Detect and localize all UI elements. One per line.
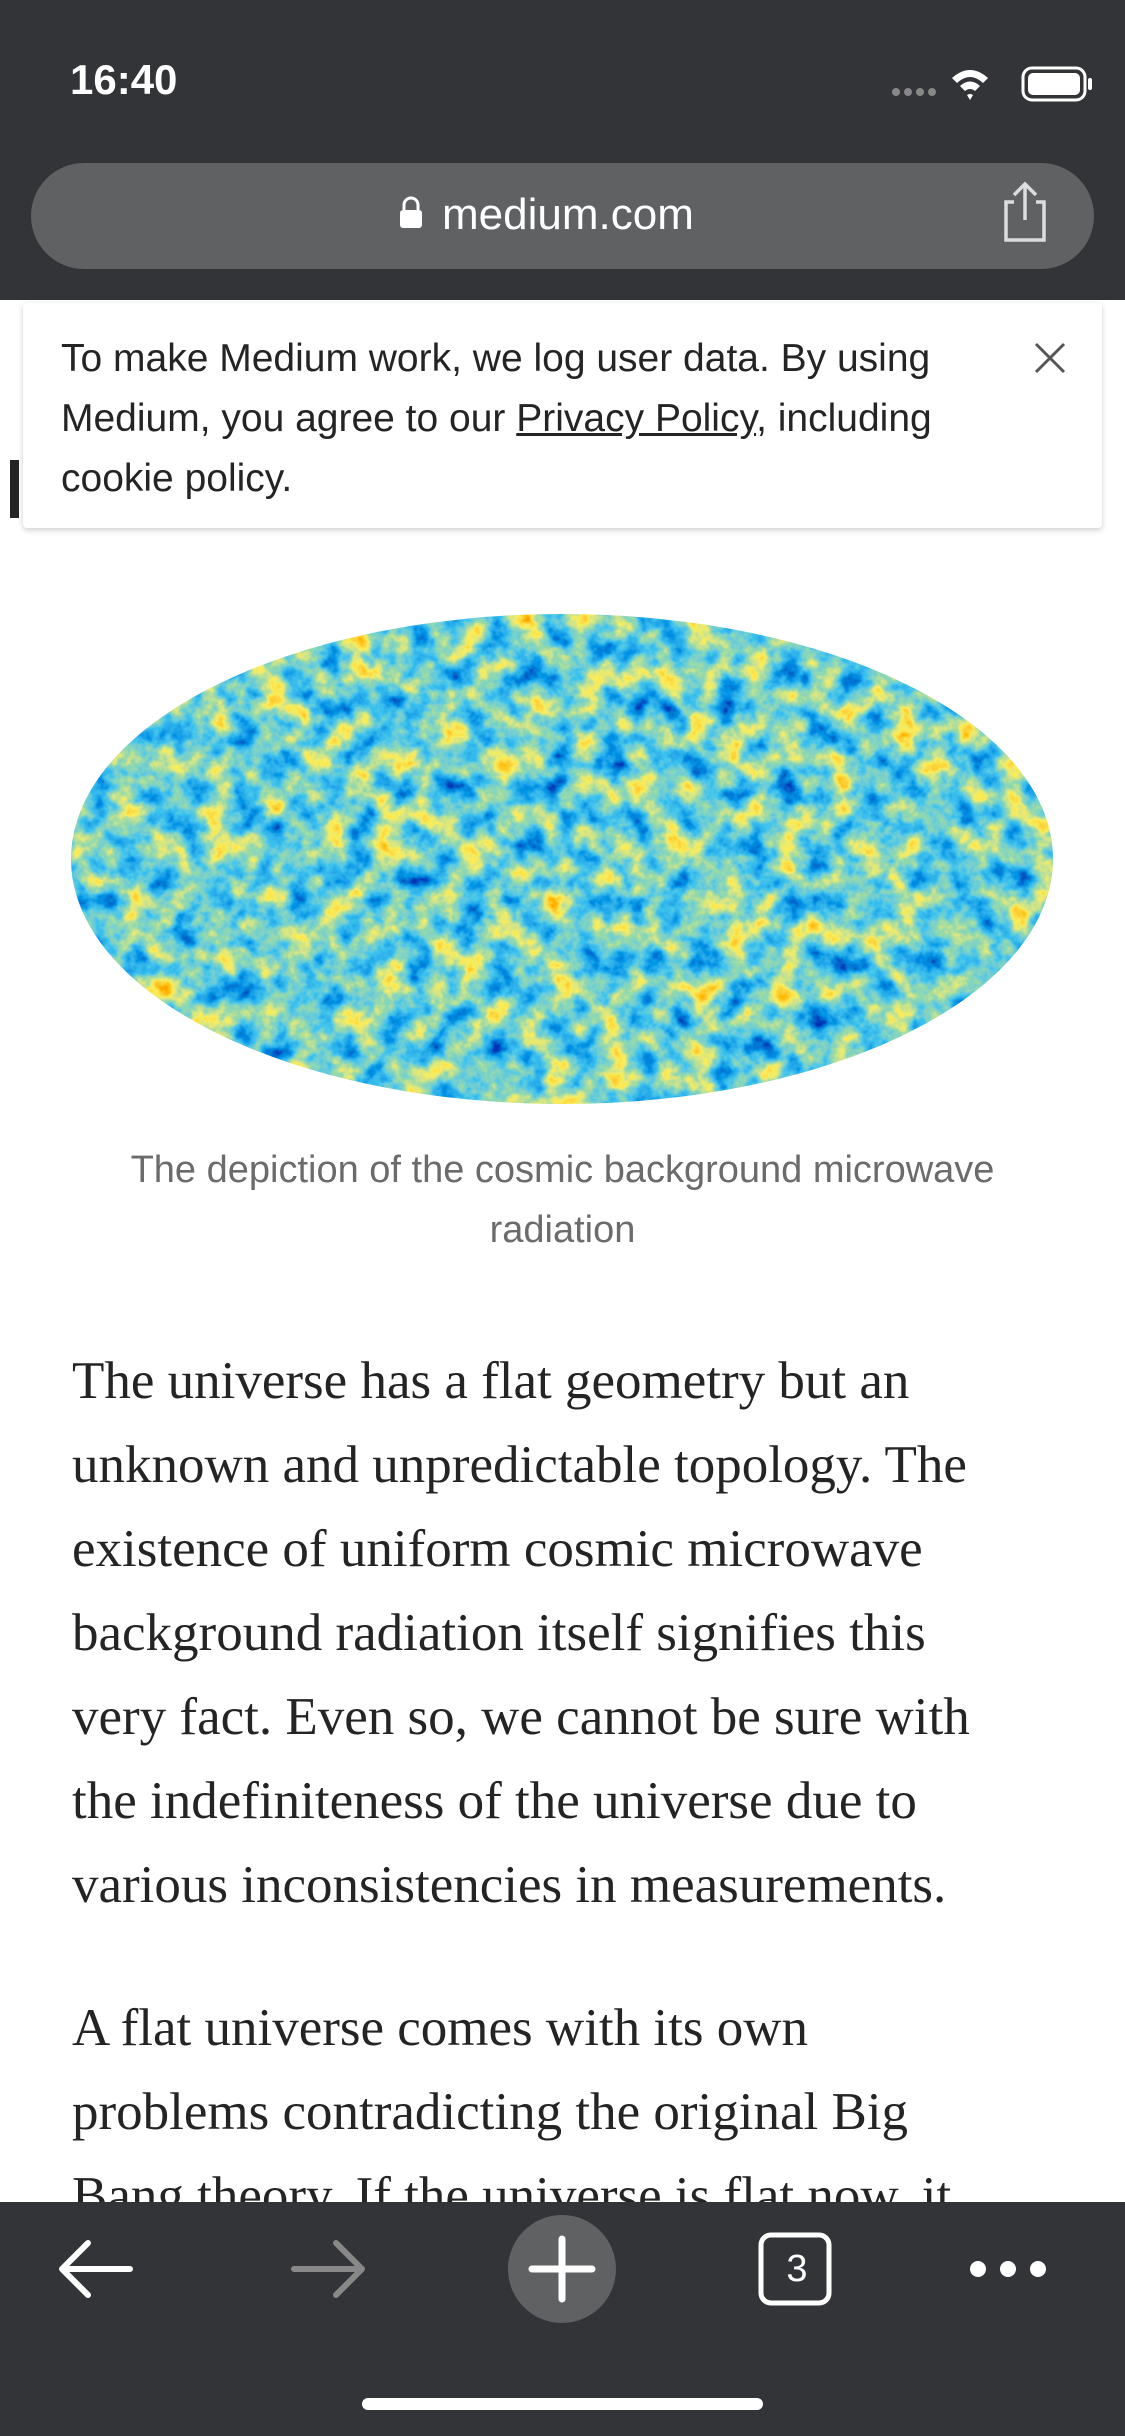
cookie-text-part: , including xyxy=(756,397,932,440)
browser-toolbar: 3 xyxy=(0,2202,1125,2436)
paragraph: The universe has a flat geometry but an … xyxy=(72,1339,970,1927)
text-line: A flat universe comes with its own xyxy=(72,1999,808,2057)
text-line: The universe has a flat geometry but an xyxy=(72,1352,910,1410)
share-button[interactable] xyxy=(1000,180,1050,244)
text-line: existence of uniform cosmic microwave xyxy=(72,1520,923,1578)
url[interactable]: medium.com xyxy=(442,190,694,239)
cmb-map xyxy=(71,614,1053,1104)
forward-button[interactable] xyxy=(291,2240,365,2298)
menu-button[interactable] xyxy=(970,2261,1046,2277)
text-line: various inconsistencies in measurements. xyxy=(72,1856,947,1914)
cookie-text: To make Medium work, we log user data. B… xyxy=(61,329,932,509)
quote-bar xyxy=(10,460,19,518)
toolbar-icons xyxy=(59,2215,1046,2410)
cookie-line: cookie policy. xyxy=(61,457,293,500)
close-button[interactable] xyxy=(1033,341,1067,375)
paragraph: A flat universe comes with its own probl… xyxy=(72,1986,951,2238)
new-tab-button[interactable] xyxy=(508,2215,616,2323)
text-line: very fact. Even so, we cannot be sure wi… xyxy=(72,1688,970,1746)
cookie-line: Medium, you agree to our Privacy Policy,… xyxy=(61,389,932,449)
home-indicator xyxy=(362,2398,763,2410)
caption-line: The depiction of the cosmic background m… xyxy=(130,1149,995,1191)
status-time: 16:40 xyxy=(70,56,178,103)
figure-caption: The depiction of the cosmic background m… xyxy=(0,1140,1125,1260)
cookie-text-part: Medium, you agree to our xyxy=(61,397,517,440)
cookie-line: To make Medium work, we log user data. B… xyxy=(61,337,931,380)
status-icons xyxy=(892,66,1092,102)
lock-icon xyxy=(400,196,422,228)
address-bar[interactable] xyxy=(31,163,1094,269)
back-button[interactable] xyxy=(59,2240,133,2298)
text-line: problems contradicting the original Big xyxy=(72,2083,909,2141)
tab-count[interactable]: 3 xyxy=(786,2248,808,2290)
tabs-button[interactable] xyxy=(758,2232,832,2306)
browser-header: 16:40 medium.com xyxy=(0,0,1125,300)
text-line: the indefiniteness of the universe due t… xyxy=(72,1772,917,1830)
cmb-image xyxy=(71,614,1053,1104)
caption-line: radiation xyxy=(489,1209,636,1251)
cookie-banner: To make Medium work, we log user data. B… xyxy=(23,303,1102,528)
text-line: background radiation itself signifies th… xyxy=(72,1604,926,1662)
privacy-link[interactable]: Privacy Policy xyxy=(516,397,757,440)
text-line: unknown and unpredictable topology. The xyxy=(72,1436,967,1494)
